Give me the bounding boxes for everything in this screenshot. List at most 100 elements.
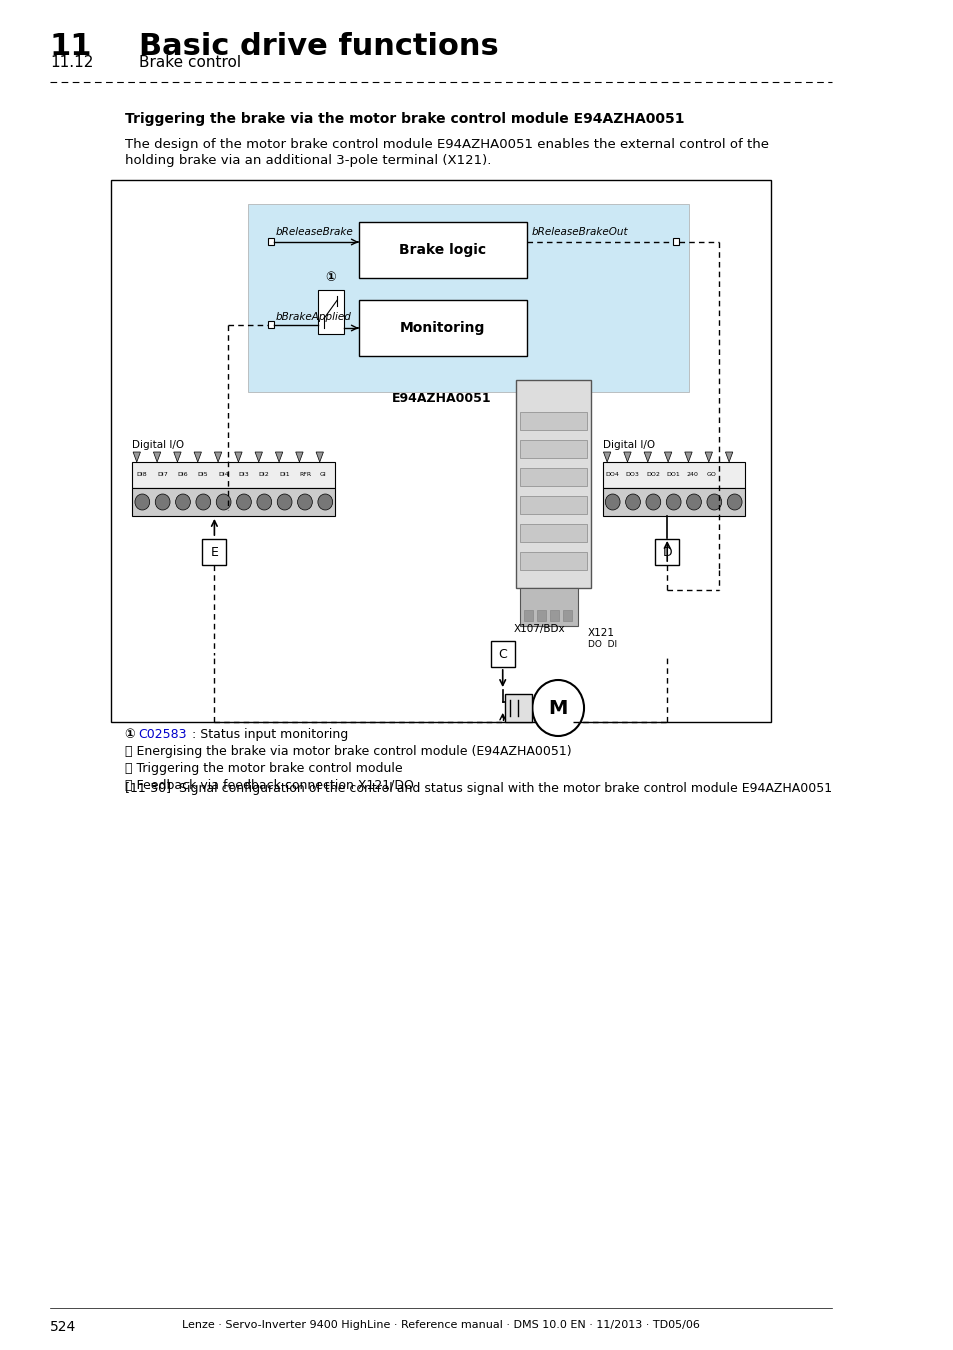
Text: Ⓢ Energising the brake via motor brake control module (E94AZHA0051): Ⓢ Energising the brake via motor brake c…	[125, 745, 571, 757]
Circle shape	[604, 494, 619, 510]
Text: [11-30]  Signal configuration of the control and status signal with the motor br: [11-30] Signal configuration of the cont…	[125, 782, 831, 795]
Text: Brake control: Brake control	[138, 55, 240, 70]
Text: D: D	[661, 545, 671, 559]
Bar	[132, 462, 335, 487]
Polygon shape	[603, 452, 610, 462]
Bar	[504, 694, 532, 722]
Bar	[132, 487, 335, 516]
Bar	[516, 379, 591, 589]
Circle shape	[134, 494, 150, 510]
Bar	[202, 539, 226, 566]
Text: DO3: DO3	[625, 472, 639, 478]
Bar	[519, 468, 586, 486]
Text: DO  DI: DO DI	[587, 640, 617, 649]
Polygon shape	[173, 452, 181, 462]
Text: bReleaseBrakeOut: bReleaseBrakeOut	[531, 227, 627, 238]
Bar	[672, 238, 679, 244]
Text: holding brake via an additional 3-pole terminal (X121).: holding brake via an additional 3-pole t…	[125, 154, 491, 167]
Polygon shape	[315, 452, 323, 462]
Text: bReleaseBrake: bReleaseBrake	[275, 227, 353, 238]
Text: DI1: DI1	[279, 472, 290, 478]
Circle shape	[625, 494, 639, 510]
Bar	[602, 462, 744, 487]
Text: DO2: DO2	[645, 472, 659, 478]
Bar	[519, 589, 577, 626]
Circle shape	[706, 494, 721, 510]
Text: GI: GI	[319, 472, 326, 478]
Text: DI7: DI7	[157, 472, 168, 478]
Text: DI6: DI6	[177, 472, 188, 478]
Polygon shape	[234, 452, 242, 462]
Text: 11: 11	[50, 32, 92, 61]
Bar	[602, 487, 744, 516]
Bar	[523, 610, 533, 621]
Text: ①: ①	[125, 728, 139, 741]
Polygon shape	[295, 452, 303, 462]
Circle shape	[256, 494, 272, 510]
Text: : Status input monitoring: : Status input monitoring	[192, 728, 348, 741]
Polygon shape	[153, 452, 161, 462]
Polygon shape	[684, 452, 692, 462]
Bar	[519, 440, 586, 458]
Text: C: C	[497, 648, 507, 660]
Text: DO1: DO1	[665, 472, 679, 478]
Circle shape	[665, 494, 680, 510]
Text: The design of the motor brake control module E94AZHA0051 enables the external co: The design of the motor brake control mo…	[125, 138, 768, 151]
Text: 240: 240	[686, 472, 698, 478]
Circle shape	[195, 494, 211, 510]
Text: ⓔ Feedback via feedback connection X121/DO: ⓔ Feedback via feedback connection X121/…	[125, 779, 414, 792]
Polygon shape	[663, 452, 671, 462]
Text: E: E	[211, 545, 218, 559]
Bar	[358, 300, 526, 356]
Text: Ⓢ Triggering the motor brake control module: Ⓢ Triggering the motor brake control mod…	[125, 761, 402, 775]
Circle shape	[317, 494, 333, 510]
Polygon shape	[704, 452, 712, 462]
Polygon shape	[214, 452, 221, 462]
Bar	[358, 221, 526, 278]
Text: RFR: RFR	[299, 472, 312, 478]
Circle shape	[726, 494, 741, 510]
Text: DI4: DI4	[218, 472, 229, 478]
Circle shape	[216, 494, 231, 510]
Circle shape	[532, 680, 583, 736]
Bar	[248, 204, 689, 392]
Bar	[490, 641, 515, 667]
Text: Monitoring: Monitoring	[399, 321, 485, 335]
Text: Digital I/O: Digital I/O	[132, 440, 184, 450]
Text: DO4: DO4	[604, 472, 618, 478]
Polygon shape	[724, 452, 732, 462]
Text: Brake logic: Brake logic	[398, 243, 486, 256]
Text: bBrakeApplied: bBrakeApplied	[275, 312, 351, 323]
Text: GO: GO	[706, 472, 716, 478]
Polygon shape	[643, 452, 651, 462]
Text: C02583: C02583	[138, 728, 187, 741]
Text: Lenze · Servo-Inverter 9400 HighLine · Reference manual · DMS 10.0 EN · 11/2013 : Lenze · Servo-Inverter 9400 HighLine · R…	[182, 1320, 699, 1330]
Text: Triggering the brake via the motor brake control module E94AZHA0051: Triggering the brake via the motor brake…	[125, 112, 683, 126]
Text: M: M	[548, 698, 567, 717]
Text: E94AZHA0051: E94AZHA0051	[392, 392, 491, 405]
Bar	[655, 539, 679, 566]
Circle shape	[175, 494, 191, 510]
Bar	[111, 180, 770, 722]
Text: ①: ①	[325, 271, 335, 284]
Text: 524: 524	[50, 1320, 76, 1334]
Polygon shape	[132, 452, 140, 462]
Polygon shape	[193, 452, 201, 462]
Text: 11.12: 11.12	[50, 55, 93, 70]
Bar	[519, 495, 586, 514]
Text: DI3: DI3	[238, 472, 249, 478]
Bar	[537, 610, 545, 621]
Circle shape	[236, 494, 251, 510]
Circle shape	[686, 494, 700, 510]
Polygon shape	[254, 452, 262, 462]
Text: Basic drive functions: Basic drive functions	[138, 32, 497, 61]
Text: DI8: DI8	[136, 472, 148, 478]
Text: X107/BDx: X107/BDx	[514, 624, 565, 634]
Bar	[519, 524, 586, 541]
Text: Digital I/O: Digital I/O	[602, 440, 654, 450]
Bar	[317, 290, 343, 333]
Circle shape	[645, 494, 660, 510]
Bar	[268, 321, 274, 328]
Text: X121: X121	[587, 628, 614, 639]
Bar	[268, 238, 274, 244]
